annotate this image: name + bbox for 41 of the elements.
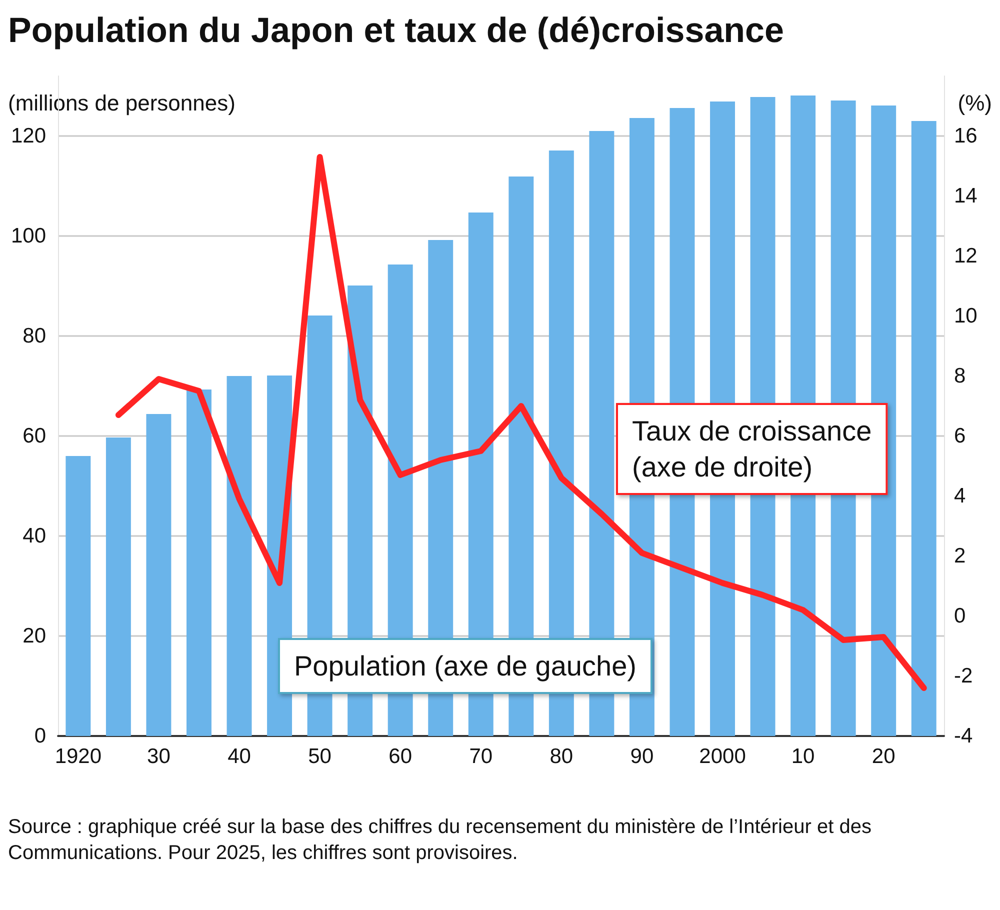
y-tick-label: 40: [22, 524, 46, 548]
bar: [186, 390, 212, 736]
x-tick-label: 70: [469, 745, 493, 768]
source-note: Source : graphique créé sur la base des chiffres du recensement du ministère de l’Intérieur et des Communications. Pour 2025, les chiffres sont provisoires.: [8, 816, 877, 864]
bar: [106, 438, 131, 736]
y2-tick-label: 0: [954, 604, 966, 628]
y-tick-label: 60: [22, 424, 46, 448]
x-tick-label: 2000: [699, 745, 746, 768]
y2-tick-label: 14: [954, 184, 978, 208]
y2-tick-label: -2: [954, 664, 973, 688]
x-tick-label: 30: [147, 745, 170, 768]
bar: [146, 414, 172, 736]
chart-title: Population du Japon et taux de (dé)croissance: [8, 11, 784, 50]
bar: [226, 376, 252, 736]
y-tick-label: 0: [34, 724, 46, 748]
x-tick-label: 60: [388, 745, 412, 768]
y2-tick-label: -4: [954, 724, 973, 748]
y2-tick-label: 16: [954, 124, 978, 148]
y2-axis-title: (%): [958, 90, 992, 116]
x-tick-label: 20: [872, 745, 896, 768]
y-tick-label: 100: [10, 224, 46, 248]
x-tick-label: 90: [630, 745, 654, 768]
series-label: Population (axe de gauche): [294, 650, 636, 682]
x-tick-label: 80: [550, 745, 574, 768]
y2-tick-label: 2: [954, 544, 966, 568]
y-tick-label: 120: [10, 124, 46, 148]
y2-tick-label: 12: [954, 244, 978, 268]
bar: [66, 456, 91, 736]
series-label: Taux de croissance (axe de droite): [632, 416, 872, 482]
y2-tick-label: 10: [954, 304, 978, 328]
x-tick-label: 10: [791, 745, 815, 768]
x-tick-label: 1920: [54, 745, 102, 768]
y-tick-label: 80: [22, 324, 46, 348]
y-tick-label: 20: [22, 624, 46, 648]
y2-tick-label: 8: [954, 364, 966, 388]
x-tick-label: 50: [308, 745, 332, 768]
y2-tick-label: 4: [954, 484, 966, 508]
y-axis-title: (millions de personnes): [8, 90, 236, 116]
bar: [911, 121, 936, 736]
x-tick-label: 40: [228, 745, 251, 768]
y2-tick-label: 6: [954, 424, 966, 448]
